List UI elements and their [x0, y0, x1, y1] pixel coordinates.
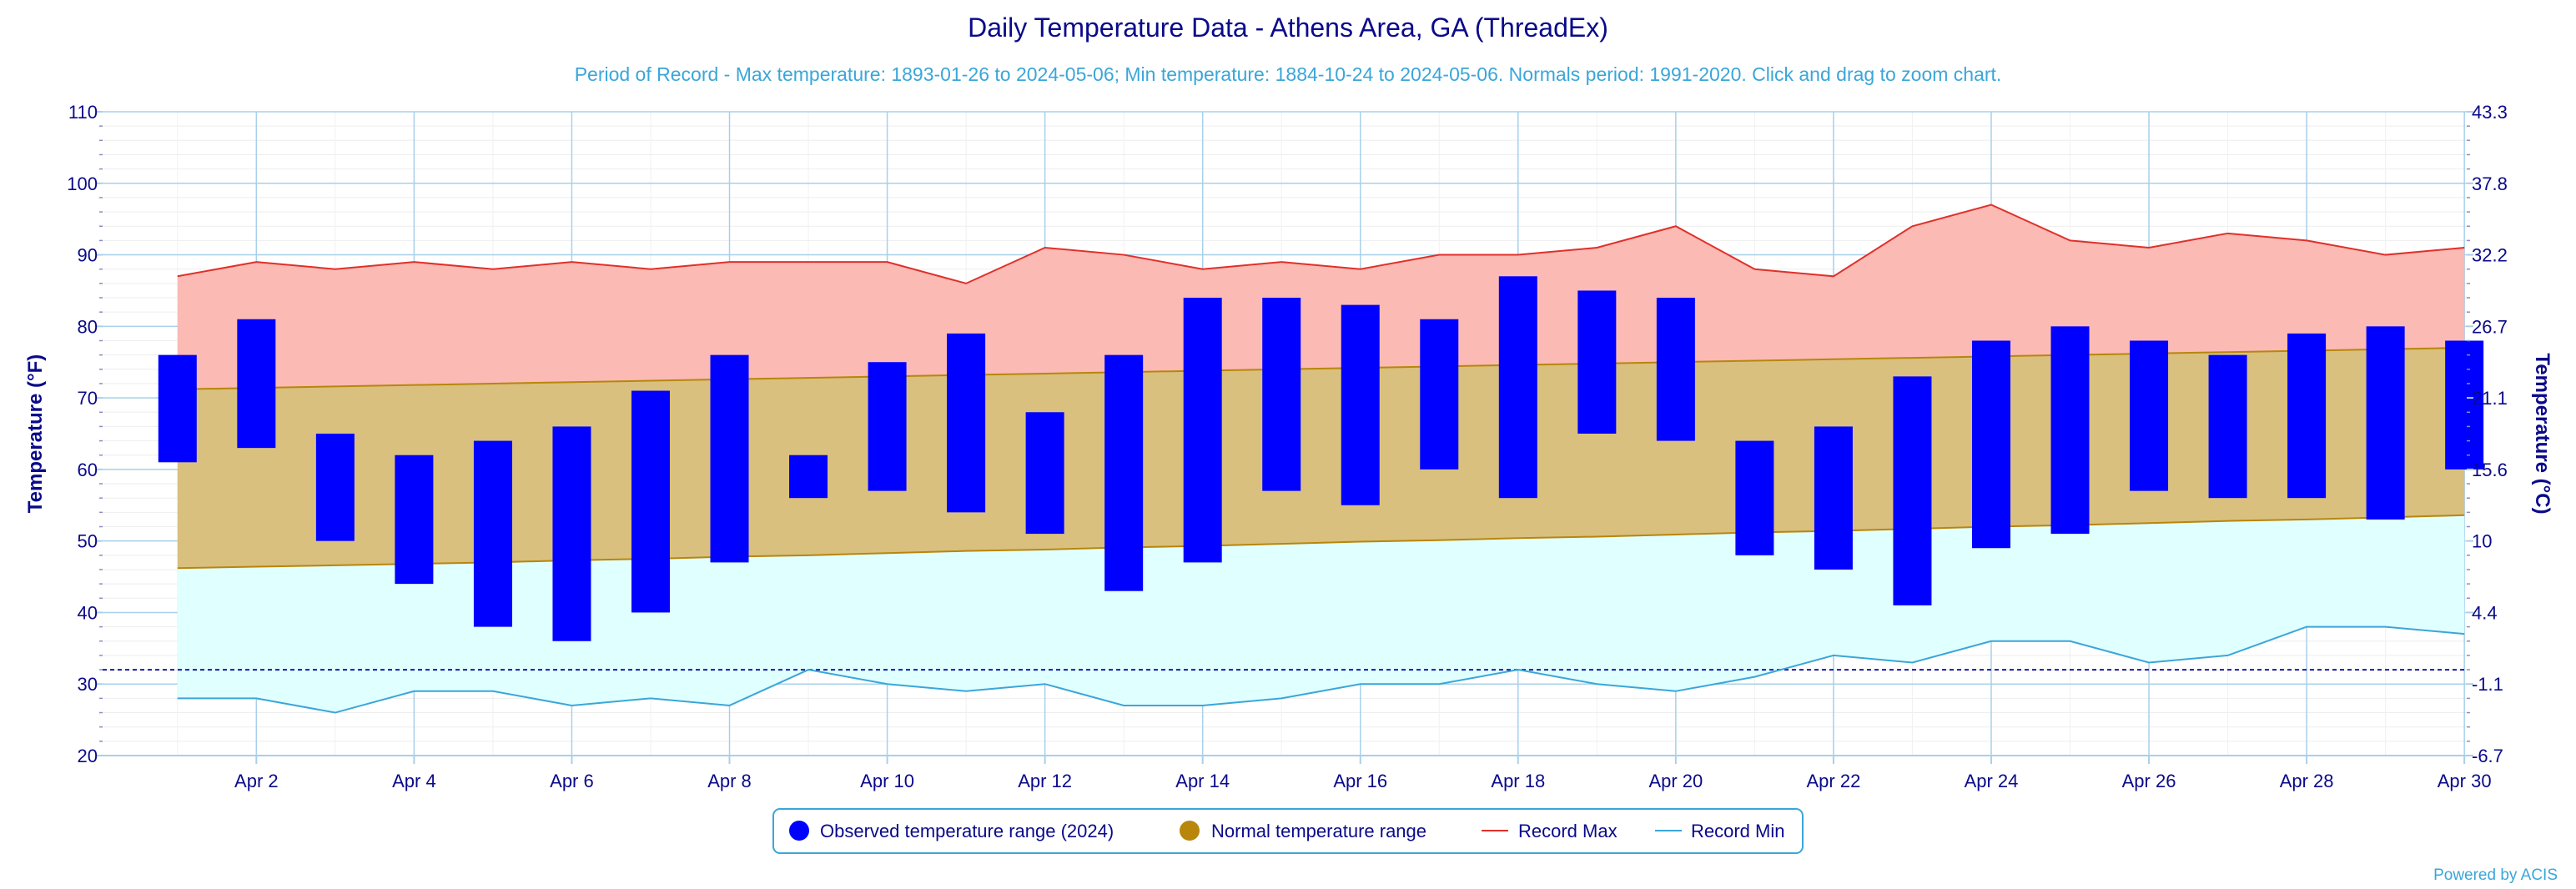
y-axis-title-right: Temperature (°C) [2531, 353, 2553, 514]
chart-title: Daily Temperature Data - Athens Area, GA… [968, 13, 1608, 43]
y-tick-label: 40 [78, 602, 98, 623]
x-tick-label: Apr 18 [1491, 771, 1545, 791]
x-tick-label: Apr 16 [1333, 771, 1387, 791]
observed-bar [868, 362, 907, 491]
observed-bar [631, 390, 670, 613]
observed-bar [1577, 290, 1617, 434]
legend-label-record-max: Record Max [1518, 821, 1618, 841]
x-tick-label: Apr 4 [392, 771, 436, 791]
x-tick-label: Apr 2 [234, 771, 279, 791]
y-tick-label: 50 [78, 531, 98, 552]
legend-item-record-min[interactable]: Record Min [1655, 821, 1784, 841]
observed-bar [315, 434, 355, 541]
x-tick-label: Apr 30 [2438, 771, 2492, 791]
record-min-band [177, 515, 2465, 713]
y-tick-label: 70 [78, 388, 98, 409]
observed-bar [237, 319, 276, 449]
y2-tick-label: 43.3 [2472, 102, 2508, 123]
x-tick-label: Apr 14 [1175, 771, 1230, 791]
observed-bar [552, 426, 591, 641]
legend-label-record-min: Record Min [1691, 821, 1784, 841]
observed-bar [473, 440, 512, 627]
observed-bar [710, 354, 749, 563]
observed-bar [1341, 304, 1380, 505]
observed-bar [2130, 340, 2169, 491]
observed-bar [947, 333, 986, 513]
observed-bar [1183, 298, 1222, 563]
x-tick-label: Apr 24 [1965, 771, 2019, 791]
observed-bar [1893, 376, 1932, 605]
observed-bar [1971, 340, 2010, 549]
y-tick-label: 110 [68, 102, 98, 123]
observed-bar [1262, 298, 1301, 491]
observed-bar [2287, 333, 2327, 499]
observed-bar [2208, 354, 2247, 499]
observed-bar [158, 354, 197, 463]
observed-bar [395, 455, 434, 585]
y-tick-label: 80 [78, 316, 98, 337]
observed-bar [1104, 354, 1144, 591]
y2-tick-label: -6.7 [2472, 746, 2503, 766]
x-tick-label: Apr 10 [860, 771, 914, 791]
legend-marker-normal [1180, 821, 1200, 841]
x-tick-label: Apr 12 [1018, 771, 1072, 791]
observed-bar [1814, 426, 1853, 570]
y-tick-label: 90 [78, 245, 98, 266]
x-tick-label: Apr 22 [1807, 771, 1861, 791]
powered-by-credit[interactable]: Powered by ACIS [2433, 866, 2558, 884]
y-axis-title-left: Temperature (°F) [24, 354, 47, 514]
normal-range-band [177, 348, 2465, 569]
observed-bar [1498, 276, 1537, 499]
observed-bar [1656, 298, 1695, 441]
y2-tick-label: 26.7 [2472, 316, 2508, 337]
x-tick-label: Apr 26 [2122, 771, 2176, 791]
legend-label-normal: Normal temperature range [1211, 821, 1426, 841]
record-min-line [177, 625, 2465, 714]
observed-bar [2050, 326, 2090, 535]
x-tick-label: Apr 28 [2280, 771, 2334, 791]
legend-marker-observed [789, 821, 809, 841]
observed-bars [158, 276, 2484, 641]
legend-box [772, 808, 1804, 854]
legend-item-record-max[interactable]: Record Max [1482, 821, 1618, 841]
chart-subtitle: Period of Record - Max temperature: 1893… [575, 63, 2002, 85]
y2-tick-label: 32.2 [2472, 245, 2508, 266]
observed-bar [1420, 319, 1459, 470]
y2-tick-label: 21.1 [2472, 388, 2508, 409]
axes: 20 30 40 50 60 70 80 90 100 110 -6.7 -1.1 4.4 10 15.6 2… [67, 102, 2508, 791]
y2-tick-label: 4.4 [2472, 602, 2498, 623]
y2-tick-label: 37.8 [2472, 173, 2508, 194]
x-tick-label: Apr 6 [550, 771, 594, 791]
legend-item-observed[interactable]: Observed temperature range (2024) [789, 821, 1114, 841]
legend-label-observed: Observed temperature range (2024) [820, 821, 1114, 841]
y-tick-label: 30 [78, 674, 98, 695]
observed-bar [1025, 412, 1064, 535]
record-lines [103, 203, 2467, 714]
y2-tick-label: 15.6 [2472, 460, 2508, 480]
observed-bar [2445, 340, 2484, 470]
y2-tick-label: -1.1 [2472, 674, 2503, 695]
x-tick-label: Apr 8 [707, 771, 752, 791]
legend-item-normal[interactable]: Normal temperature range [1180, 821, 1426, 841]
legend: Observed temperature range (2024) Normal… [772, 808, 1804, 854]
y-tick-label: 100 [67, 173, 98, 194]
observed-bar [1735, 440, 1774, 555]
record-max-band [177, 204, 2465, 389]
x-tick-label: Apr 20 [1648, 771, 1703, 791]
y-tick-label: 20 [78, 746, 98, 766]
record-max-line [177, 203, 2465, 284]
y-tick-label: 60 [78, 460, 98, 480]
observed-bar [2366, 326, 2405, 520]
y2-tick-label: 10 [2472, 531, 2492, 552]
observed-bar [789, 455, 828, 499]
range-bands [177, 204, 2465, 713]
